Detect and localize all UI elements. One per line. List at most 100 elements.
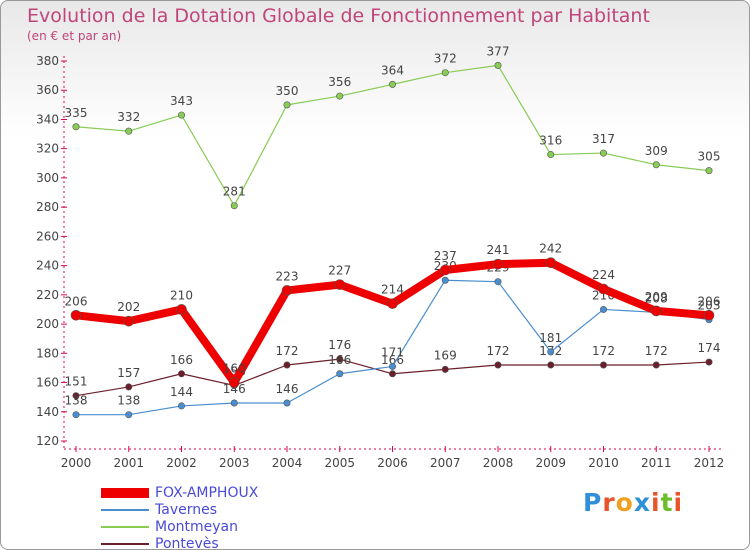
data-label-fox-amphoux: 210	[170, 288, 193, 302]
data-point-montmeyan	[72, 123, 80, 131]
x-tick-label: 2001	[113, 456, 144, 470]
data-label-tavernes: 146	[223, 382, 246, 396]
y-tick-label: 160	[36, 376, 59, 390]
y-tick-label: 340	[36, 112, 59, 126]
data-label-fox-amphoux: 224	[592, 268, 615, 282]
data-label-montmeyan: 364	[381, 63, 404, 77]
y-tick-label: 120	[36, 434, 59, 448]
data-point-montmeyan	[125, 127, 133, 135]
data-label-tavernes: 138	[117, 394, 140, 408]
data-point-ponteves	[547, 361, 555, 369]
x-tick-label: 2009	[535, 456, 566, 470]
x-tick-label: 2011	[641, 456, 672, 470]
data-label-ponteves: 172	[487, 344, 510, 358]
data-point-montmeyan	[336, 92, 344, 100]
data-point-montmeyan	[599, 149, 607, 157]
data-point-ponteves	[652, 361, 660, 369]
data-point-ponteves	[72, 392, 80, 400]
data-label-ponteves: 151	[65, 375, 88, 389]
x-tick-label: 2005	[324, 456, 355, 470]
data-label-ponteves: 174	[698, 341, 721, 355]
data-label-montmeyan: 281	[223, 185, 246, 199]
y-tick-label: 300	[36, 171, 59, 185]
y-tick-label: 200	[36, 317, 59, 331]
y-tick-label: 180	[36, 346, 59, 360]
data-point-fox-amphoux	[650, 305, 662, 317]
y-tick-label: 260	[36, 229, 59, 243]
data-label-tavernes: 138	[65, 394, 88, 408]
data-label-fox-amphoux: 241	[487, 243, 510, 257]
data-label-tavernes: 181	[539, 331, 562, 345]
x-tick-label: 2010	[588, 456, 619, 470]
data-label-montmeyan: 350	[276, 84, 299, 98]
data-point-montmeyan	[494, 61, 502, 69]
data-label-fox-amphoux: 237	[434, 249, 457, 263]
data-label-fox-amphoux: 223	[276, 269, 299, 283]
data-point-ponteves	[388, 370, 396, 378]
data-label-tavernes: 146	[276, 382, 299, 396]
data-point-tavernes	[72, 411, 80, 419]
data-point-montmeyan	[230, 202, 238, 210]
data-label-montmeyan: 343	[170, 94, 193, 108]
data-point-fox-amphoux	[598, 283, 609, 295]
x-tick-label: 2008	[483, 456, 514, 470]
y-tick-label: 280	[36, 200, 59, 214]
data-point-montmeyan	[547, 151, 555, 159]
x-tick-label: 2003	[219, 456, 250, 470]
data-point-tavernes	[547, 348, 555, 356]
legend-swatch	[101, 509, 149, 511]
proxiti-logo: Proxiti	[583, 488, 683, 517]
data-point-ponteves	[705, 358, 713, 366]
data-label-fox-amphoux: 209	[645, 290, 668, 304]
logo-letter: x	[633, 488, 651, 517]
data-label-fox-amphoux: 160	[223, 362, 246, 376]
data-point-ponteves	[178, 370, 186, 378]
y-tick-label: 320	[36, 142, 59, 156]
data-label-tavernes: 166	[328, 353, 351, 367]
data-label-fox-amphoux: 227	[328, 264, 351, 278]
x-tick-label: 2002	[166, 456, 197, 470]
data-point-tavernes	[388, 362, 396, 370]
logo-letter: i	[673, 488, 684, 517]
data-point-tavernes	[230, 399, 238, 407]
legend-swatch	[101, 543, 149, 545]
data-label-ponteves: 157	[117, 366, 140, 380]
legend-swatch	[101, 488, 149, 498]
x-tick-label: 2000	[61, 456, 92, 470]
data-label-tavernes: 203	[698, 299, 721, 313]
data-label-fox-amphoux: 206	[698, 294, 721, 308]
data-point-tavernes	[441, 276, 449, 284]
data-label-tavernes: 144	[170, 385, 193, 399]
data-label-ponteves: 169	[434, 348, 457, 362]
y-tick-label: 380	[36, 54, 59, 68]
data-label-montmeyan: 305	[698, 150, 721, 164]
data-point-ponteves	[599, 361, 607, 369]
logo-letter: i	[651, 488, 661, 517]
data-point-montmeyan	[652, 161, 660, 169]
data-label-montmeyan: 335	[65, 106, 88, 120]
data-label-montmeyan: 317	[592, 132, 615, 146]
data-point-fox-amphoux	[439, 264, 451, 276]
data-point-tavernes	[336, 370, 344, 378]
data-label-montmeyan: 372	[434, 52, 457, 66]
data-point-fox-amphoux	[123, 315, 135, 327]
data-label-ponteves: 166	[170, 353, 193, 367]
data-label-montmeyan: 332	[117, 110, 140, 124]
legend-label: Pontevès	[155, 536, 219, 550]
data-label-montmeyan: 309	[645, 144, 668, 158]
y-tick-label: 360	[36, 83, 59, 97]
logo-letter: o	[615, 488, 634, 517]
data-point-fox-amphoux	[703, 310, 715, 321]
data-point-fox-amphoux	[70, 310, 82, 321]
data-label-ponteves: 176	[328, 338, 351, 352]
x-tick-label: 2007	[430, 456, 461, 470]
legend-swatch	[101, 526, 149, 528]
data-point-tavernes	[599, 305, 607, 313]
data-point-ponteves	[125, 383, 133, 391]
data-label-ponteves: 172	[592, 344, 615, 358]
data-point-montmeyan	[283, 101, 291, 109]
data-label-fox-amphoux: 202	[117, 300, 140, 314]
data-point-ponteves	[441, 365, 449, 373]
